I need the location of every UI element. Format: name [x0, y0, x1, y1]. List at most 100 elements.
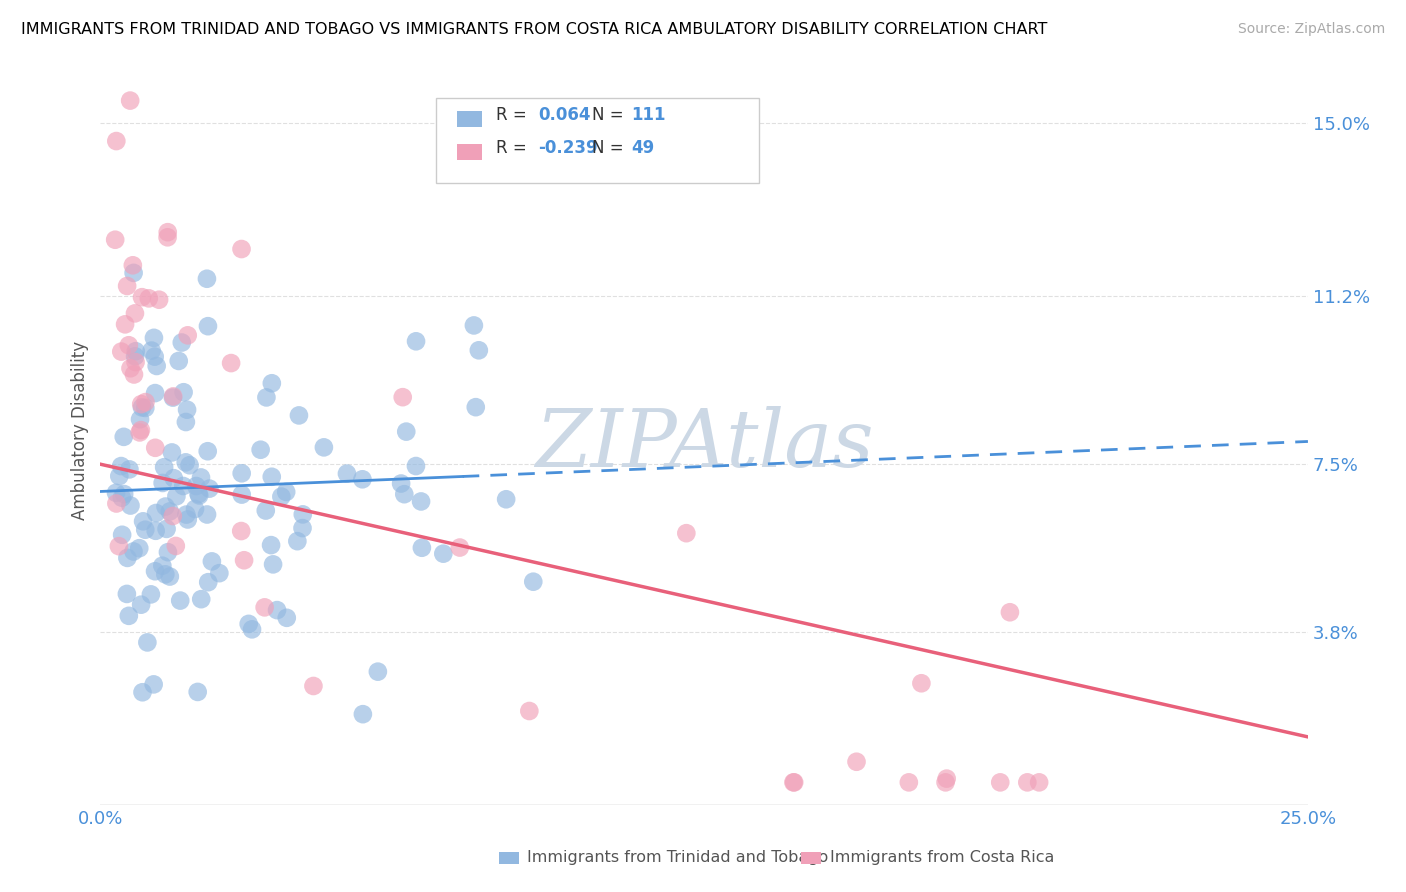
Point: [105, 485, 128, 500]
Point: [163, 471, 186, 485]
Point: [110, 459, 132, 474]
Point: [145, 506, 167, 520]
Point: [176, 508, 198, 522]
Point: [173, 385, 195, 400]
Text: 0.064: 0.064: [538, 106, 591, 124]
Point: [174, 455, 197, 469]
Point: [291, 508, 314, 522]
Point: [910, 676, 932, 690]
Point: [131, 685, 153, 699]
Point: [165, 539, 187, 553]
Point: [134, 523, 156, 537]
Point: [276, 611, 298, 625]
Point: [174, 415, 197, 429]
Point: [845, 755, 868, 769]
Point: [118, 338, 141, 352]
Point: [150, 558, 173, 573]
Point: [120, 94, 142, 108]
Point: [170, 335, 193, 350]
Point: [162, 508, 184, 523]
Point: [110, 344, 132, 359]
Point: [125, 344, 148, 359]
Point: [468, 343, 491, 358]
Point: [291, 521, 314, 535]
Point: [115, 587, 138, 601]
Text: N =: N =: [592, 139, 628, 157]
Text: -0.239: -0.239: [538, 139, 598, 157]
Point: [262, 558, 284, 572]
Point: [177, 512, 200, 526]
Text: 111: 111: [631, 106, 666, 124]
Text: R =: R =: [496, 106, 533, 124]
Point: [260, 469, 283, 483]
Point: [288, 409, 311, 423]
Point: [122, 368, 145, 382]
Point: [169, 593, 191, 607]
Point: [143, 564, 166, 578]
Point: [409, 494, 432, 508]
Point: [897, 775, 920, 789]
Point: [197, 575, 219, 590]
Point: [411, 541, 433, 555]
Point: [238, 616, 260, 631]
Point: [129, 598, 152, 612]
Point: [367, 665, 389, 679]
Point: [162, 391, 184, 405]
Point: [159, 504, 181, 518]
Point: [105, 496, 128, 510]
Point: [111, 491, 134, 505]
Point: [1028, 775, 1050, 789]
Point: [463, 318, 485, 333]
Point: [138, 291, 160, 305]
Point: [145, 359, 167, 373]
Point: [160, 445, 183, 459]
Point: [302, 679, 325, 693]
Point: [184, 502, 207, 516]
Text: R =: R =: [496, 139, 533, 157]
Point: [449, 541, 471, 555]
Text: ZIPAtlas: ZIPAtlas: [534, 407, 873, 483]
Point: [177, 328, 200, 343]
Point: [121, 258, 143, 272]
Point: [782, 775, 804, 789]
Point: [254, 391, 277, 405]
Point: [522, 574, 544, 589]
Point: [405, 334, 427, 349]
Point: [143, 441, 166, 455]
Text: Immigrants from Trinidad and Tobago: Immigrants from Trinidad and Tobago: [527, 850, 828, 864]
Point: [156, 225, 179, 239]
Point: [935, 772, 957, 786]
Point: [162, 389, 184, 403]
Point: [231, 467, 253, 481]
Point: [197, 319, 219, 334]
Point: [128, 425, 150, 440]
Point: [254, 503, 277, 517]
Point: [197, 444, 219, 458]
Point: [260, 376, 283, 391]
Point: [155, 567, 177, 582]
Point: [114, 318, 136, 332]
Text: N =: N =: [592, 106, 628, 124]
Text: Immigrants from Costa Rica: Immigrants from Costa Rica: [830, 850, 1054, 864]
Point: [131, 401, 153, 415]
Point: [405, 458, 427, 473]
Point: [120, 499, 142, 513]
Text: 49: 49: [631, 139, 655, 157]
Point: [152, 475, 174, 490]
Point: [208, 566, 231, 581]
Point: [111, 528, 134, 542]
Text: Source: ZipAtlas.com: Source: ZipAtlas.com: [1237, 22, 1385, 37]
Point: [118, 608, 141, 623]
Point: [105, 134, 128, 148]
Point: [198, 482, 221, 496]
Point: [155, 522, 177, 536]
Point: [120, 361, 142, 376]
Point: [336, 467, 359, 481]
Point: [143, 386, 166, 401]
Point: [143, 350, 166, 364]
Point: [231, 242, 253, 256]
Point: [136, 635, 159, 649]
Point: [231, 487, 253, 501]
Point: [233, 553, 256, 567]
Point: [108, 469, 131, 483]
